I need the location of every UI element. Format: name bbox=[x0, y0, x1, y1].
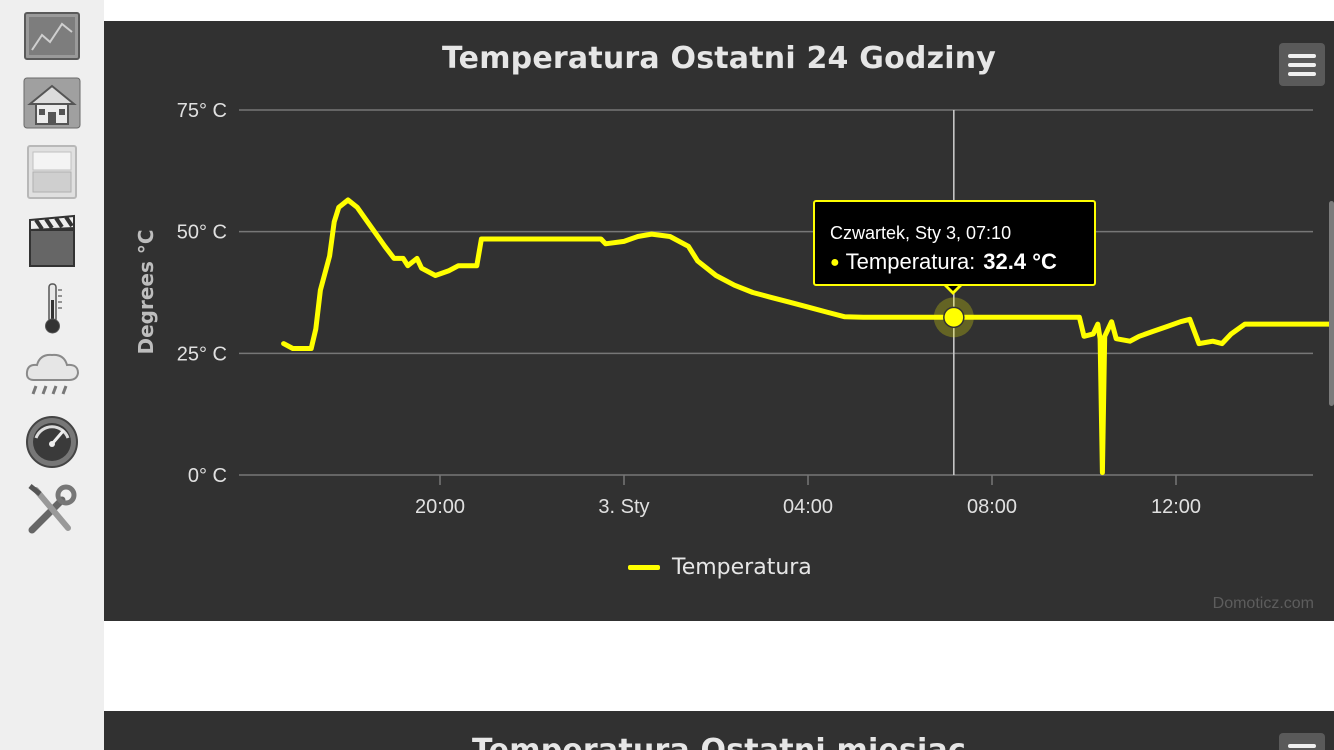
y-tick-label: 0° C bbox=[188, 465, 227, 487]
temperature-chart: 0° C 25° C 50° C 75° C 20:00 3. Sty 04:00 08:00… bbox=[134, 100, 1334, 518]
hamburger-menu-icon[interactable] bbox=[1279, 43, 1325, 86]
x-tick-label: 12:00 bbox=[1151, 496, 1201, 518]
tooltip-date: Czwartek, Sty 3, 07:10 bbox=[830, 223, 1012, 243]
legend-swatch bbox=[628, 564, 660, 570]
x-tick-label: 08:00 bbox=[967, 496, 1017, 518]
legend-item-temperatura[interactable]: Temperatura bbox=[628, 553, 812, 581]
y-tick-label: 25° C bbox=[177, 343, 227, 365]
legend-label: Temperatura bbox=[672, 554, 812, 580]
chart-panel-month: Temperatura Ostatni miesiąc bbox=[104, 711, 1334, 750]
x-tick-label: 3. Sty bbox=[598, 496, 649, 518]
chart-tooltip: Czwartek, Sty 3, 07:10 ● Temperatura: 32.4… bbox=[813, 200, 1096, 286]
tooltip-series-label: Temperatura: bbox=[845, 249, 976, 274]
y-tick-label: 50° C bbox=[177, 222, 227, 244]
tooltip-row: ● Temperatura: 32.4 °C bbox=[830, 249, 1057, 275]
series-line-temperatura bbox=[281, 197, 1334, 476]
x-tick-label: 04:00 bbox=[783, 496, 833, 518]
gauge-meter-icon[interactable] bbox=[22, 414, 82, 470]
clapperboard-icon[interactable] bbox=[22, 212, 82, 268]
sidebar bbox=[0, 0, 104, 750]
chart-panel-day: Temperatura Ostatni 24 Godziny 0° C 25° C… bbox=[104, 21, 1334, 621]
thermometer-icon[interactable] bbox=[22, 280, 82, 336]
light-switch-icon[interactable] bbox=[22, 144, 82, 200]
weather-rain-icon[interactable] bbox=[22, 348, 82, 404]
x-tick-label: 20:00 bbox=[415, 496, 465, 518]
house-icon[interactable] bbox=[22, 76, 82, 132]
hover-point-marker bbox=[943, 306, 965, 329]
chart-title: Temperatura Ostatni 24 Godziny bbox=[441, 41, 997, 76]
scrollbar[interactable] bbox=[1329, 201, 1334, 406]
y-axis-title: Degrees °C bbox=[134, 229, 158, 354]
tooltip-value: 32.4 °C bbox=[983, 249, 1057, 274]
credits-link[interactable]: Domoticz.com bbox=[1212, 595, 1314, 612]
y-tick-label: 75° C bbox=[177, 100, 227, 122]
hamburger-menu-icon[interactable] bbox=[1279, 733, 1325, 750]
tooltip-series-dot: ● bbox=[830, 254, 840, 271]
chart-title-month: Temperatura Ostatni miesiąc bbox=[104, 733, 1334, 750]
tools-icon[interactable] bbox=[22, 482, 82, 538]
dashboard-screen-icon[interactable] bbox=[22, 10, 82, 66]
